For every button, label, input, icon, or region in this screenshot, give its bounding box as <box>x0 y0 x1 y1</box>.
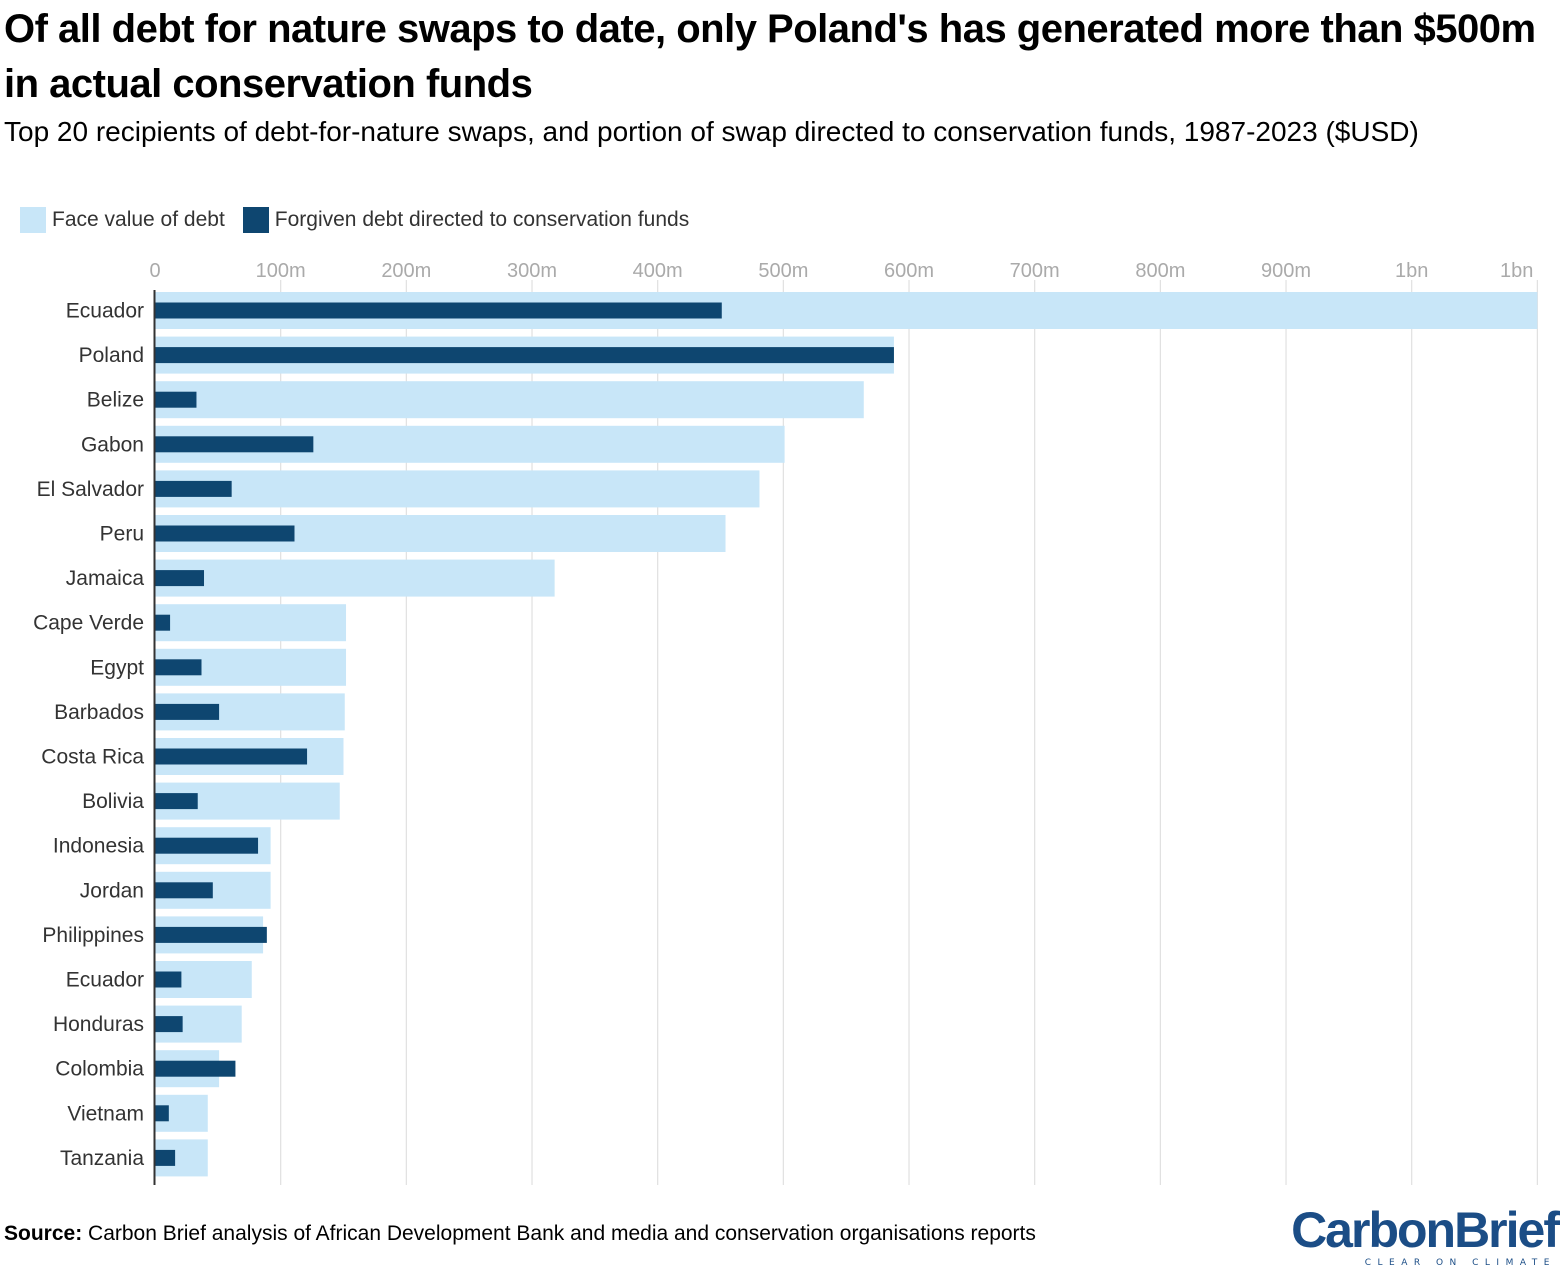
source-text: Carbon Brief analysis of African Develop… <box>82 1222 1036 1245</box>
y-category-label: Vietnam <box>67 1102 144 1125</box>
y-category-label: Belize <box>87 389 144 412</box>
bar-forgiven-debt <box>155 882 213 899</box>
bar-chart: 0 100m 200m 300m 400m 500m 600m 700m 800m 900m 1bn… <box>33 260 1538 1185</box>
y-category-label: Gabon <box>81 433 144 456</box>
bar-forgiven-debt <box>155 748 308 765</box>
x-tick-label: 300m <box>507 260 557 282</box>
bar-forgiven-debt <box>155 1060 236 1077</box>
x-tick-label: 1bn <box>1500 260 1533 282</box>
bar-forgiven-debt <box>155 480 232 497</box>
legend-swatch-face-value <box>20 207 46 233</box>
carbon-brief-logo: CarbonBrief CLEAR ON CLIMATE <box>1291 1202 1560 1268</box>
x-tick-label: 600m <box>884 260 934 282</box>
x-tick-label: 800m <box>1135 260 1185 282</box>
bar-forgiven-debt <box>155 971 182 988</box>
bar-forgiven-debt <box>155 1149 176 1166</box>
logo-tagline: CLEAR ON CLIMATE <box>1364 1258 1556 1268</box>
bar-forgiven-debt <box>155 302 722 319</box>
y-category-label: Barbados <box>54 701 144 724</box>
x-tick-label: 900m <box>1261 260 1311 282</box>
bar-forgiven-debt <box>155 703 220 720</box>
bar-forgiven-debt <box>155 837 259 854</box>
y-category-label: Peru <box>100 523 144 546</box>
y-category-label: Tanzania <box>60 1147 144 1170</box>
bar-forgiven-debt <box>155 1016 183 1033</box>
x-tick-label: 0 <box>149 260 160 282</box>
bar-face-value <box>155 381 864 419</box>
legend-item-forgiven: Forgiven debt directed to conservation f… <box>242 207 690 233</box>
chart-legend: Face value of debt Forgiven debt directe… <box>20 204 707 236</box>
y-category-label: Ecuador <box>66 969 144 992</box>
y-category-label: El Salvador <box>37 478 144 501</box>
y-category-label: Colombia <box>55 1058 144 1081</box>
y-category-label: Jordan <box>80 879 144 902</box>
legend-item-face-value: Face value of debt <box>20 207 225 233</box>
legend-label-forgiven: Forgiven debt directed to conservation f… <box>274 208 690 231</box>
bar-face-value <box>155 470 760 508</box>
x-tick-label: 100m <box>256 260 306 282</box>
y-category-label: Ecuador <box>66 300 144 323</box>
x-tick-label: 400m <box>633 260 683 282</box>
source-label: Source: <box>4 1222 83 1245</box>
y-category-label: Bolivia <box>82 790 144 813</box>
bar-forgiven-debt <box>155 347 894 364</box>
x-tick-label: 1bn <box>1395 260 1428 282</box>
y-category-label: Indonesia <box>53 835 144 858</box>
bar-forgiven-debt <box>155 926 267 943</box>
bar-forgiven-debt <box>155 436 314 453</box>
legend-swatch-forgiven <box>242 207 269 233</box>
y-category-label: Poland <box>79 344 144 367</box>
y-category-label: Honduras <box>53 1013 144 1036</box>
y-category-label: Egypt <box>90 656 144 679</box>
y-category-label: Jamaica <box>66 567 145 590</box>
bar-forgiven-debt <box>155 391 197 408</box>
bar-forgiven-debt <box>155 525 295 542</box>
bar-forgiven-debt <box>155 614 171 631</box>
x-tick-label: 500m <box>758 260 808 282</box>
x-tick-label: 200m <box>381 260 431 282</box>
chart-subtitle: Top 20 recipients of debt-for-nature swa… <box>4 116 1419 147</box>
bar-forgiven-debt <box>155 659 202 676</box>
y-category-label: Philippines <box>42 924 144 947</box>
y-category-label: Costa Rica <box>41 746 144 769</box>
source-note: Source: Carbon Brief analysis of African… <box>4 1220 1036 1248</box>
legend-label-face-value: Face value of debt <box>52 208 225 231</box>
bar-forgiven-debt <box>155 1105 169 1122</box>
bar-face-value <box>155 604 347 642</box>
chart-title: Of all debt for nature swaps to date, on… <box>4 7 1536 106</box>
logo-wordmark: CarbonBrief <box>1291 1202 1560 1258</box>
y-category-label: Cape Verde <box>33 612 144 635</box>
x-tick-label: 700m <box>1010 260 1060 282</box>
bar-forgiven-debt <box>155 570 205 587</box>
bar-face-value <box>155 559 555 597</box>
bar-forgiven-debt <box>155 793 198 810</box>
